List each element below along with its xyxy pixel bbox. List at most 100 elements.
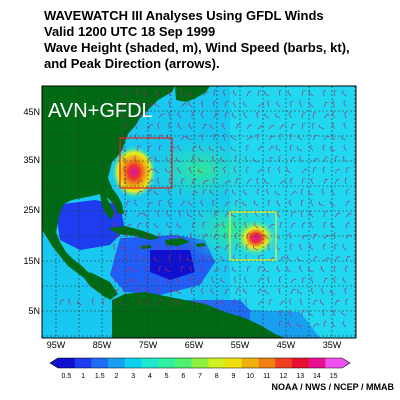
wind-barb <box>147 201 154 207</box>
wind-barb <box>244 155 248 163</box>
wind-barb <box>221 122 226 130</box>
wind-barb <box>256 177 259 185</box>
colorbar-high-tip <box>342 358 350 368</box>
wind-barb <box>168 254 172 262</box>
wind-barb <box>210 287 215 295</box>
wind-barb <box>168 122 171 130</box>
wind-barb <box>299 100 303 108</box>
wind-barb <box>191 191 199 196</box>
wind-barb <box>300 199 304 207</box>
wind-barb <box>125 232 129 240</box>
wind-barb <box>323 102 329 108</box>
wind-barb <box>187 91 193 97</box>
wind-barb <box>134 232 138 240</box>
colorbar-swatch <box>275 358 293 368</box>
wind-barb <box>147 189 152 196</box>
wind-barb <box>246 144 249 152</box>
wind-barb <box>213 300 220 306</box>
map-field <box>42 86 356 338</box>
wind-barb <box>289 144 293 152</box>
wind-barb <box>342 243 347 251</box>
colorbar-tick-label: 8 <box>215 373 219 380</box>
wind-barb <box>330 222 336 229</box>
colorbar-tick-label: 4 <box>148 373 152 380</box>
wind-barb <box>323 257 331 262</box>
wind-barb <box>235 199 239 207</box>
wind-barb <box>213 113 219 119</box>
wind-barb <box>264 112 270 119</box>
wind-barb <box>323 243 326 251</box>
wind-barb <box>224 112 229 119</box>
wind-barb <box>235 288 240 295</box>
wind-barb <box>178 210 182 218</box>
wind-barb <box>154 167 160 174</box>
wind-barb <box>299 298 303 306</box>
wind-barb <box>344 177 348 185</box>
wind-barb <box>231 112 237 119</box>
wind-barb <box>143 211 149 218</box>
wind-barb <box>125 200 131 207</box>
wind-barb <box>114 298 118 306</box>
colorbar-swatch <box>91 358 109 368</box>
wind-barb <box>309 144 314 152</box>
wind-barb <box>169 289 176 295</box>
wind-barb <box>301 277 306 284</box>
wind-barb <box>220 255 226 262</box>
wind-barb <box>191 146 197 152</box>
wind-barb <box>136 190 143 196</box>
wind-barb <box>235 232 238 240</box>
wind-barb <box>199 265 204 273</box>
lon-label-45w: 45W <box>277 340 296 350</box>
lon-label-95w: 95W <box>47 340 66 350</box>
wind-barb <box>267 276 270 284</box>
wind-barb <box>190 287 194 295</box>
wind-barb <box>136 102 143 108</box>
wind-barb <box>234 155 238 163</box>
wind-barb <box>330 146 336 152</box>
colorbar-swatch <box>291 358 310 368</box>
lat-labels: 45N 35N 25N 15N 5N <box>23 107 40 316</box>
wind-barb <box>290 100 294 108</box>
wind-barb <box>213 211 219 218</box>
wind-barb <box>213 89 217 97</box>
wind-barb <box>154 190 160 196</box>
wind-barb <box>180 201 186 207</box>
wind-barb <box>132 277 138 284</box>
wind-barb <box>310 177 314 185</box>
wind-barb <box>165 156 171 163</box>
wind-barb <box>243 276 248 284</box>
wind-barb <box>290 223 296 229</box>
lon-label-85w: 85W <box>93 340 112 350</box>
colorbar-tick-label: 3 <box>131 373 135 380</box>
wind-barb <box>145 276 149 284</box>
colorbar-tick-label: 0.5 <box>62 373 72 380</box>
wind-barb <box>323 221 327 228</box>
wind-barb <box>125 279 132 284</box>
colorbar-swatch <box>108 358 126 368</box>
wind-barb <box>213 133 217 140</box>
wind-barb <box>187 256 193 262</box>
wind-barb <box>59 299 65 306</box>
wind-barb <box>279 300 286 306</box>
caribbean-low-waves <box>150 250 195 280</box>
lon-label-75w: 75W <box>139 340 158 350</box>
lat-label-35n: 35N <box>23 155 40 165</box>
wind-barb <box>319 201 325 207</box>
wind-barb <box>288 298 292 306</box>
wind-barb <box>279 133 283 140</box>
wind-barb <box>345 200 351 207</box>
colorbar-swatch <box>258 358 276 368</box>
wind-barb <box>231 146 237 152</box>
wind-barb <box>114 254 118 261</box>
wind-barb <box>246 243 249 251</box>
wind-barb <box>232 100 237 108</box>
wind-barb <box>157 122 160 130</box>
colorbar-tick-label: 9 <box>231 373 235 380</box>
wind-barb <box>312 300 318 306</box>
colorbar-swatch <box>208 358 226 368</box>
wind-barb <box>187 212 193 218</box>
wind-barb <box>223 133 226 141</box>
wind-barb <box>136 212 143 218</box>
wind-barb <box>91 298 95 306</box>
